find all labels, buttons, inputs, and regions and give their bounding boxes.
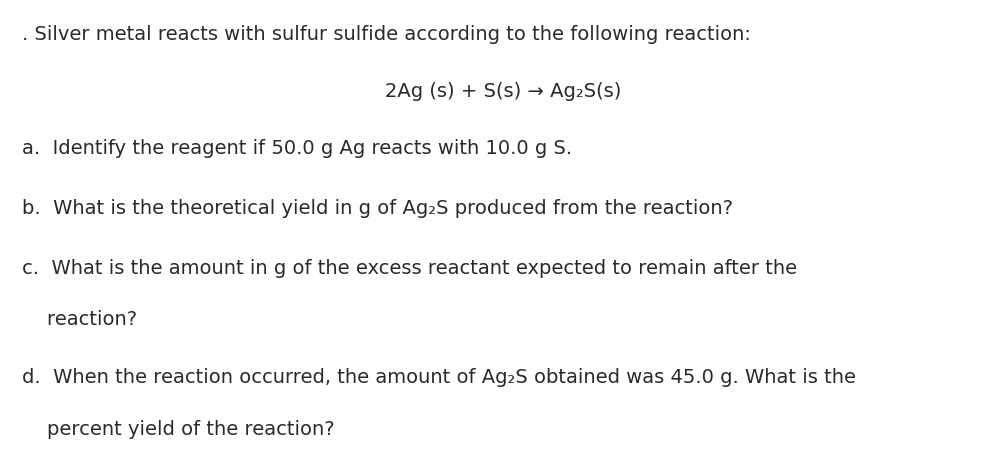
Text: c.  What is the amount in g of the excess reactant expected to remain after the: c. What is the amount in g of the excess… bbox=[22, 258, 798, 278]
Text: percent yield of the reaction?: percent yield of the reaction? bbox=[22, 419, 335, 438]
Text: d.  When the reaction occurred, the amount of Ag₂S obtained was 45.0 g. What is : d. When the reaction occurred, the amoun… bbox=[22, 368, 856, 387]
Text: a.  Identify the reagent if 50.0 g Ag reacts with 10.0 g S.: a. Identify the reagent if 50.0 g Ag rea… bbox=[22, 139, 572, 158]
Text: reaction?: reaction? bbox=[22, 309, 137, 329]
Text: b.  What is the theoretical yield in g of Ag₂S produced from the reaction?: b. What is the theoretical yield in g of… bbox=[22, 199, 733, 218]
Text: 2Ag (s) + S(s) → Ag₂S(s): 2Ag (s) + S(s) → Ag₂S(s) bbox=[385, 82, 621, 101]
Text: . Silver metal reacts with sulfur sulfide according to the following reaction:: . Silver metal reacts with sulfur sulfid… bbox=[22, 25, 751, 44]
